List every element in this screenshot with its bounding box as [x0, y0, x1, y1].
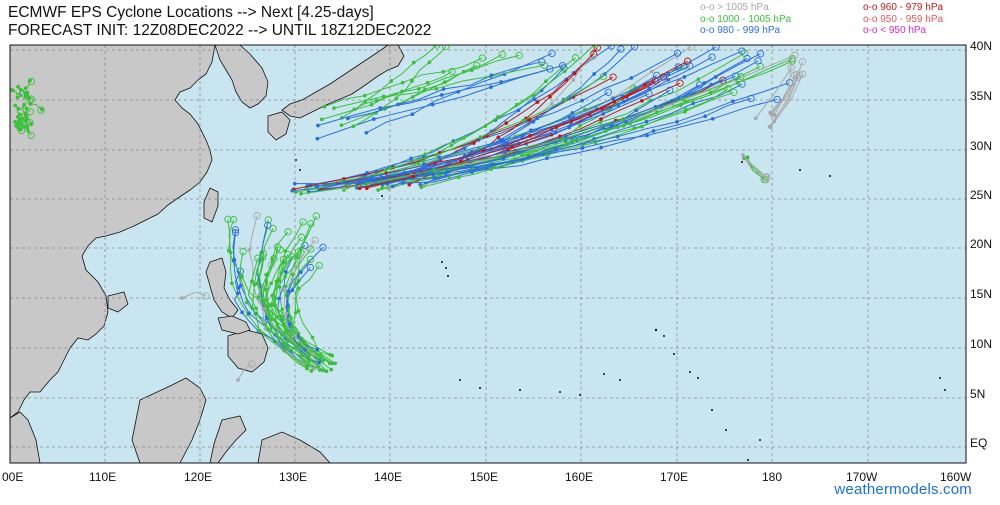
land-layer — [10, 45, 946, 463]
lat-label: 40N — [970, 39, 992, 53]
track-philippines — [247, 254, 322, 372]
land-sulawesi — [209, 415, 247, 463]
track-luzon-gray — [180, 291, 210, 300]
land-hainan — [107, 291, 129, 313]
lat-label: 10N — [970, 337, 992, 351]
legend-item-light-red: o-o 950 - 959 hPa — [863, 13, 944, 25]
track-northeast — [357, 57, 692, 191]
track-northeast — [386, 57, 762, 185]
lon-label: 170W — [846, 470, 878, 484]
lon-label: 170E — [660, 470, 688, 484]
track-china-west — [14, 123, 30, 135]
land-malay — [10, 411, 41, 463]
legend-item-green: o-o 1000 - 1005 hPa — [700, 13, 792, 25]
land-asia-mainland — [10, 45, 216, 419]
land-taiwan — [203, 187, 219, 223]
lat-label: 15N — [970, 287, 992, 301]
track-dateline — [768, 73, 802, 130]
small-islands — [295, 159, 946, 461]
legend-left: o-o > 1005 hPa o-o 1000 - 1005 hPa o-o 9… — [700, 2, 791, 37]
lon-label: 140E — [374, 470, 402, 484]
legend-item-blue: o-o 980 - 999 hPa — [700, 25, 781, 36]
track-northeast — [400, 86, 674, 185]
lon-label: 160E — [565, 470, 593, 484]
lon-labels: 00E 110E 120E 130E 140E 150E 160E 170E 1… — [2, 470, 972, 484]
lat-label: EQ — [970, 436, 987, 450]
track-mindanao-gray — [236, 360, 256, 382]
track-china-west — [13, 112, 29, 124]
track-china-west — [15, 115, 35, 139]
lat-label: 30N — [970, 139, 992, 153]
track-cluster-180 — [741, 153, 770, 182]
land-korea — [214, 45, 269, 109]
track-philippines — [264, 243, 325, 373]
track-cluster-180 — [746, 158, 770, 184]
track-japan — [352, 67, 456, 112]
track-dateline — [772, 57, 796, 117]
lon-label: 00E — [2, 470, 23, 484]
track-japan — [316, 61, 567, 128]
lat-label: 20N — [970, 237, 992, 251]
cyclone-tracks — [10, 45, 807, 382]
lon-label: 150E — [470, 470, 498, 484]
track-dateline — [770, 71, 799, 115]
track-dateline — [753, 64, 795, 121]
legend-item-gray: o-o > 1005 hPa — [700, 2, 769, 13]
land-kyushu — [267, 111, 291, 141]
lat-label: 5N — [970, 387, 985, 401]
legend-item-magenta: o-o < 950 hPa — [863, 25, 927, 36]
track-japan — [374, 45, 450, 115]
land-luzon — [205, 257, 239, 319]
track-japan — [322, 54, 486, 109]
lat-label: 25N — [970, 188, 992, 202]
land-borneo — [131, 377, 207, 463]
land-visayas — [217, 315, 251, 335]
legend-right: o-o 960 - 979 hPa o-o 950 - 959 hPa o-o … — [863, 2, 943, 37]
lat-labels: 40N 35N 30N 25N 20N 15N 10N 5N EQ — [970, 39, 992, 450]
credit-link[interactable]: weathermodels.com — [834, 481, 972, 498]
track-northeast — [315, 71, 661, 189]
track-china-west — [15, 77, 36, 100]
track-philippines — [282, 236, 319, 356]
lon-label: 180 — [762, 470, 782, 484]
track-japan — [346, 58, 546, 121]
map-subtitle: FORECAST INIT: 12Z08DEC2022 --> UNTIL 18… — [8, 22, 432, 39]
map-frame — [9, 44, 967, 464]
lon-label: 160W — [940, 470, 972, 484]
lon-label: 120E — [184, 470, 212, 484]
legend-item-dark-red: o-o 960 - 979 hPa — [863, 2, 944, 13]
track-northeast — [299, 73, 745, 196]
track-japan — [332, 61, 548, 110]
lon-label: 130E — [279, 470, 307, 484]
land-mindanao — [227, 329, 269, 373]
track-philippines — [250, 253, 314, 373]
map-title: ECMWF EPS Cyclone Locations --> Next [4.… — [8, 4, 374, 21]
graticule — [10, 45, 966, 463]
track-china-west — [16, 106, 34, 120]
track-philippines — [271, 250, 334, 366]
land-new-guinea — [257, 431, 331, 463]
lat-label: 35N — [970, 89, 992, 103]
lon-label: 110E — [89, 470, 116, 484]
